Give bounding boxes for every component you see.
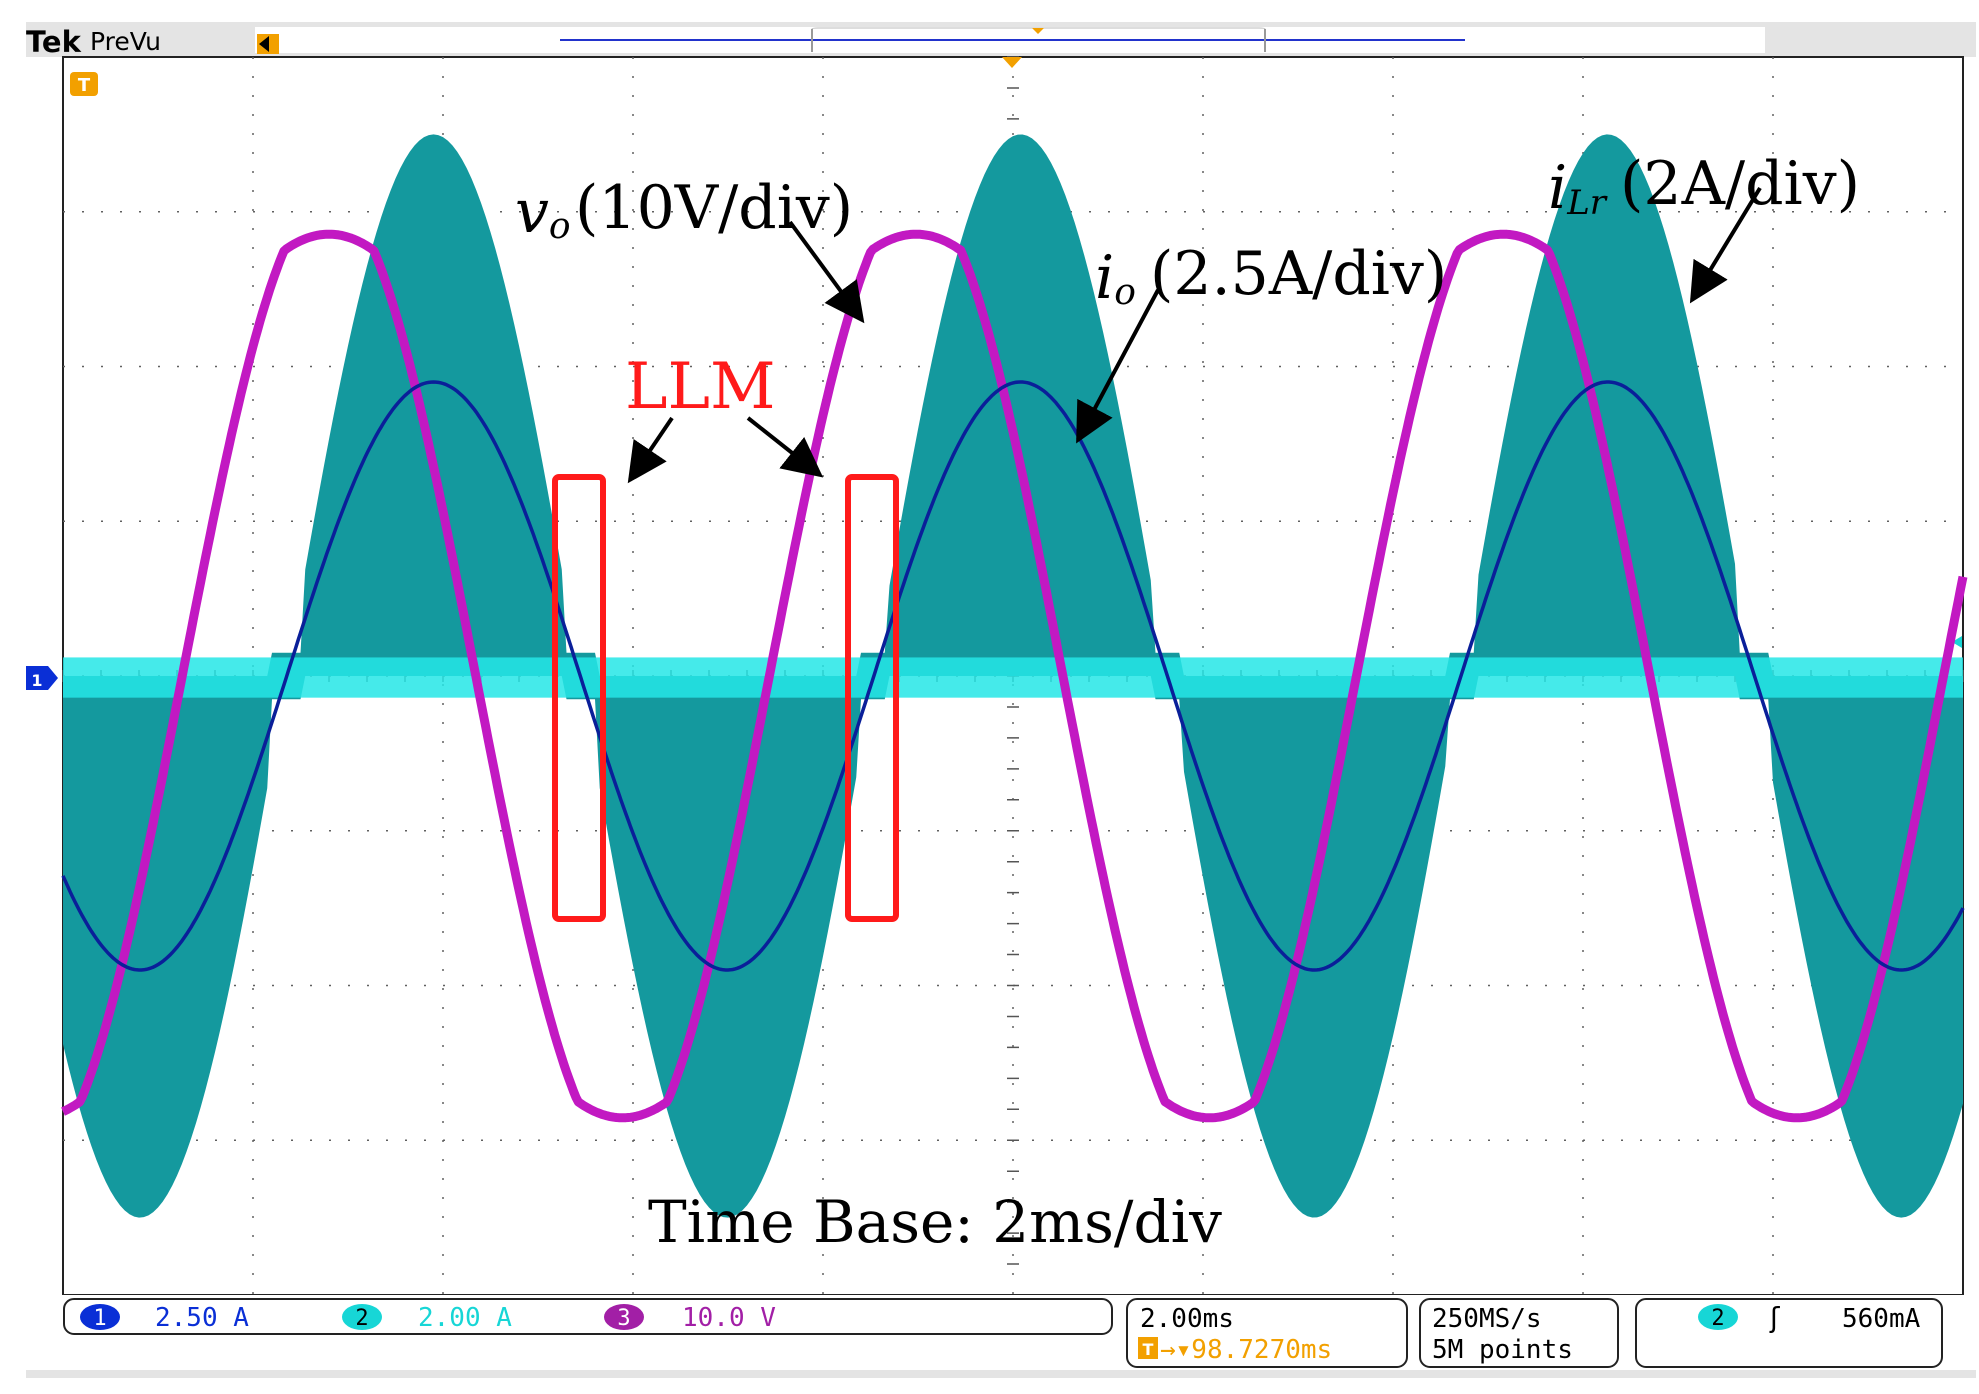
llm-arrow-2 (746, 416, 824, 478)
svg-text:→▾98.7270ms: →▾98.7270ms (1160, 1335, 1332, 1365)
svg-text:2.50 A: 2.50 A (155, 1303, 249, 1333)
svg-text:(10V/div): (10V/div) (575, 173, 853, 243)
llm-label: LLM (625, 350, 776, 424)
trigger-readout[interactable]: 2 ʃ 560mA (1635, 1298, 1943, 1368)
io-trace (61, 380, 1965, 972)
llm-box-1 (552, 474, 606, 922)
svg-text:2.00 A: 2.00 A (418, 1303, 512, 1333)
acquisition-readout[interactable]: 250MS/s 5M points (1419, 1298, 1619, 1368)
ch2-level-marker (1952, 636, 1962, 648)
ch3-readout[interactable]: 3 10.0 V (604, 1303, 776, 1333)
time-base-label: Time Base: 2ms/div (648, 1188, 1222, 1256)
svg-text:T: T (1143, 1340, 1154, 1359)
svg-text:T: T (78, 75, 91, 96)
trigger-position-icon (1138, 1337, 1158, 1359)
record-position-indicator[interactable] (560, 27, 1465, 52)
svg-text:3: 3 (617, 1306, 630, 1331)
vo-label: vo (10V/div) (515, 173, 853, 247)
svg-text:vo: vo (515, 177, 571, 247)
ilr-label: iLr (2A/div) (1548, 149, 1860, 223)
ch2-readout[interactable]: 2 2.00 A (342, 1303, 512, 1333)
top-bar: Tek PreVu (26, 22, 1976, 59)
svg-text:2: 2 (1711, 1306, 1724, 1331)
svg-text:2.00ms: 2.00ms (1140, 1304, 1234, 1334)
channel-readout-panel[interactable]: 1 2.50 A 2 2.00 A 3 10.0 V (63, 1298, 1113, 1335)
svg-text:2: 2 (355, 1306, 368, 1331)
llm-box-2 (845, 474, 899, 922)
timebase-readout[interactable]: 2.00ms T →▾98.7270ms (1126, 1298, 1408, 1368)
svg-text:io: io (1095, 243, 1136, 313)
vo-trace (60, 229, 1968, 1123)
annotation-arrows (627, 186, 1762, 484)
llm-arrow-1 (627, 416, 674, 484)
io-label: io (2.5A/div) (1095, 239, 1447, 313)
waveforms (60, 134, 1968, 1218)
svg-text:10.0 V: 10.0 V (682, 1303, 776, 1333)
trigger-slope-icon: ʃ (1769, 1301, 1780, 1334)
ch1-ground-marker: 1 (26, 666, 58, 690)
svg-text:560mA: 560mA (1842, 1304, 1921, 1334)
vo-arrow (788, 220, 865, 324)
svg-text:(2.5A/div): (2.5A/div) (1150, 239, 1447, 309)
svg-text:1: 1 (31, 671, 42, 690)
ilr-zero-band (63, 657, 1963, 698)
ilr-arrow (1689, 186, 1762, 304)
svg-text:(2A/div): (2A/div) (1620, 149, 1860, 219)
prevu-label: PreVu (90, 27, 161, 56)
svg-text:1: 1 (93, 1306, 106, 1331)
ch1-readout[interactable]: 1 2.50 A (80, 1303, 249, 1333)
brand-logo: Tek (26, 25, 82, 59)
trigger-position-marker (1002, 57, 1022, 68)
svg-text:iLr: iLr (1548, 153, 1608, 223)
trigger-left-icon (257, 34, 279, 54)
io-arrow (1076, 289, 1160, 444)
svg-text:5M points: 5M points (1432, 1335, 1573, 1365)
svg-text:250MS/s: 250MS/s (1432, 1304, 1542, 1334)
trigger-t-icon: T (70, 72, 98, 96)
